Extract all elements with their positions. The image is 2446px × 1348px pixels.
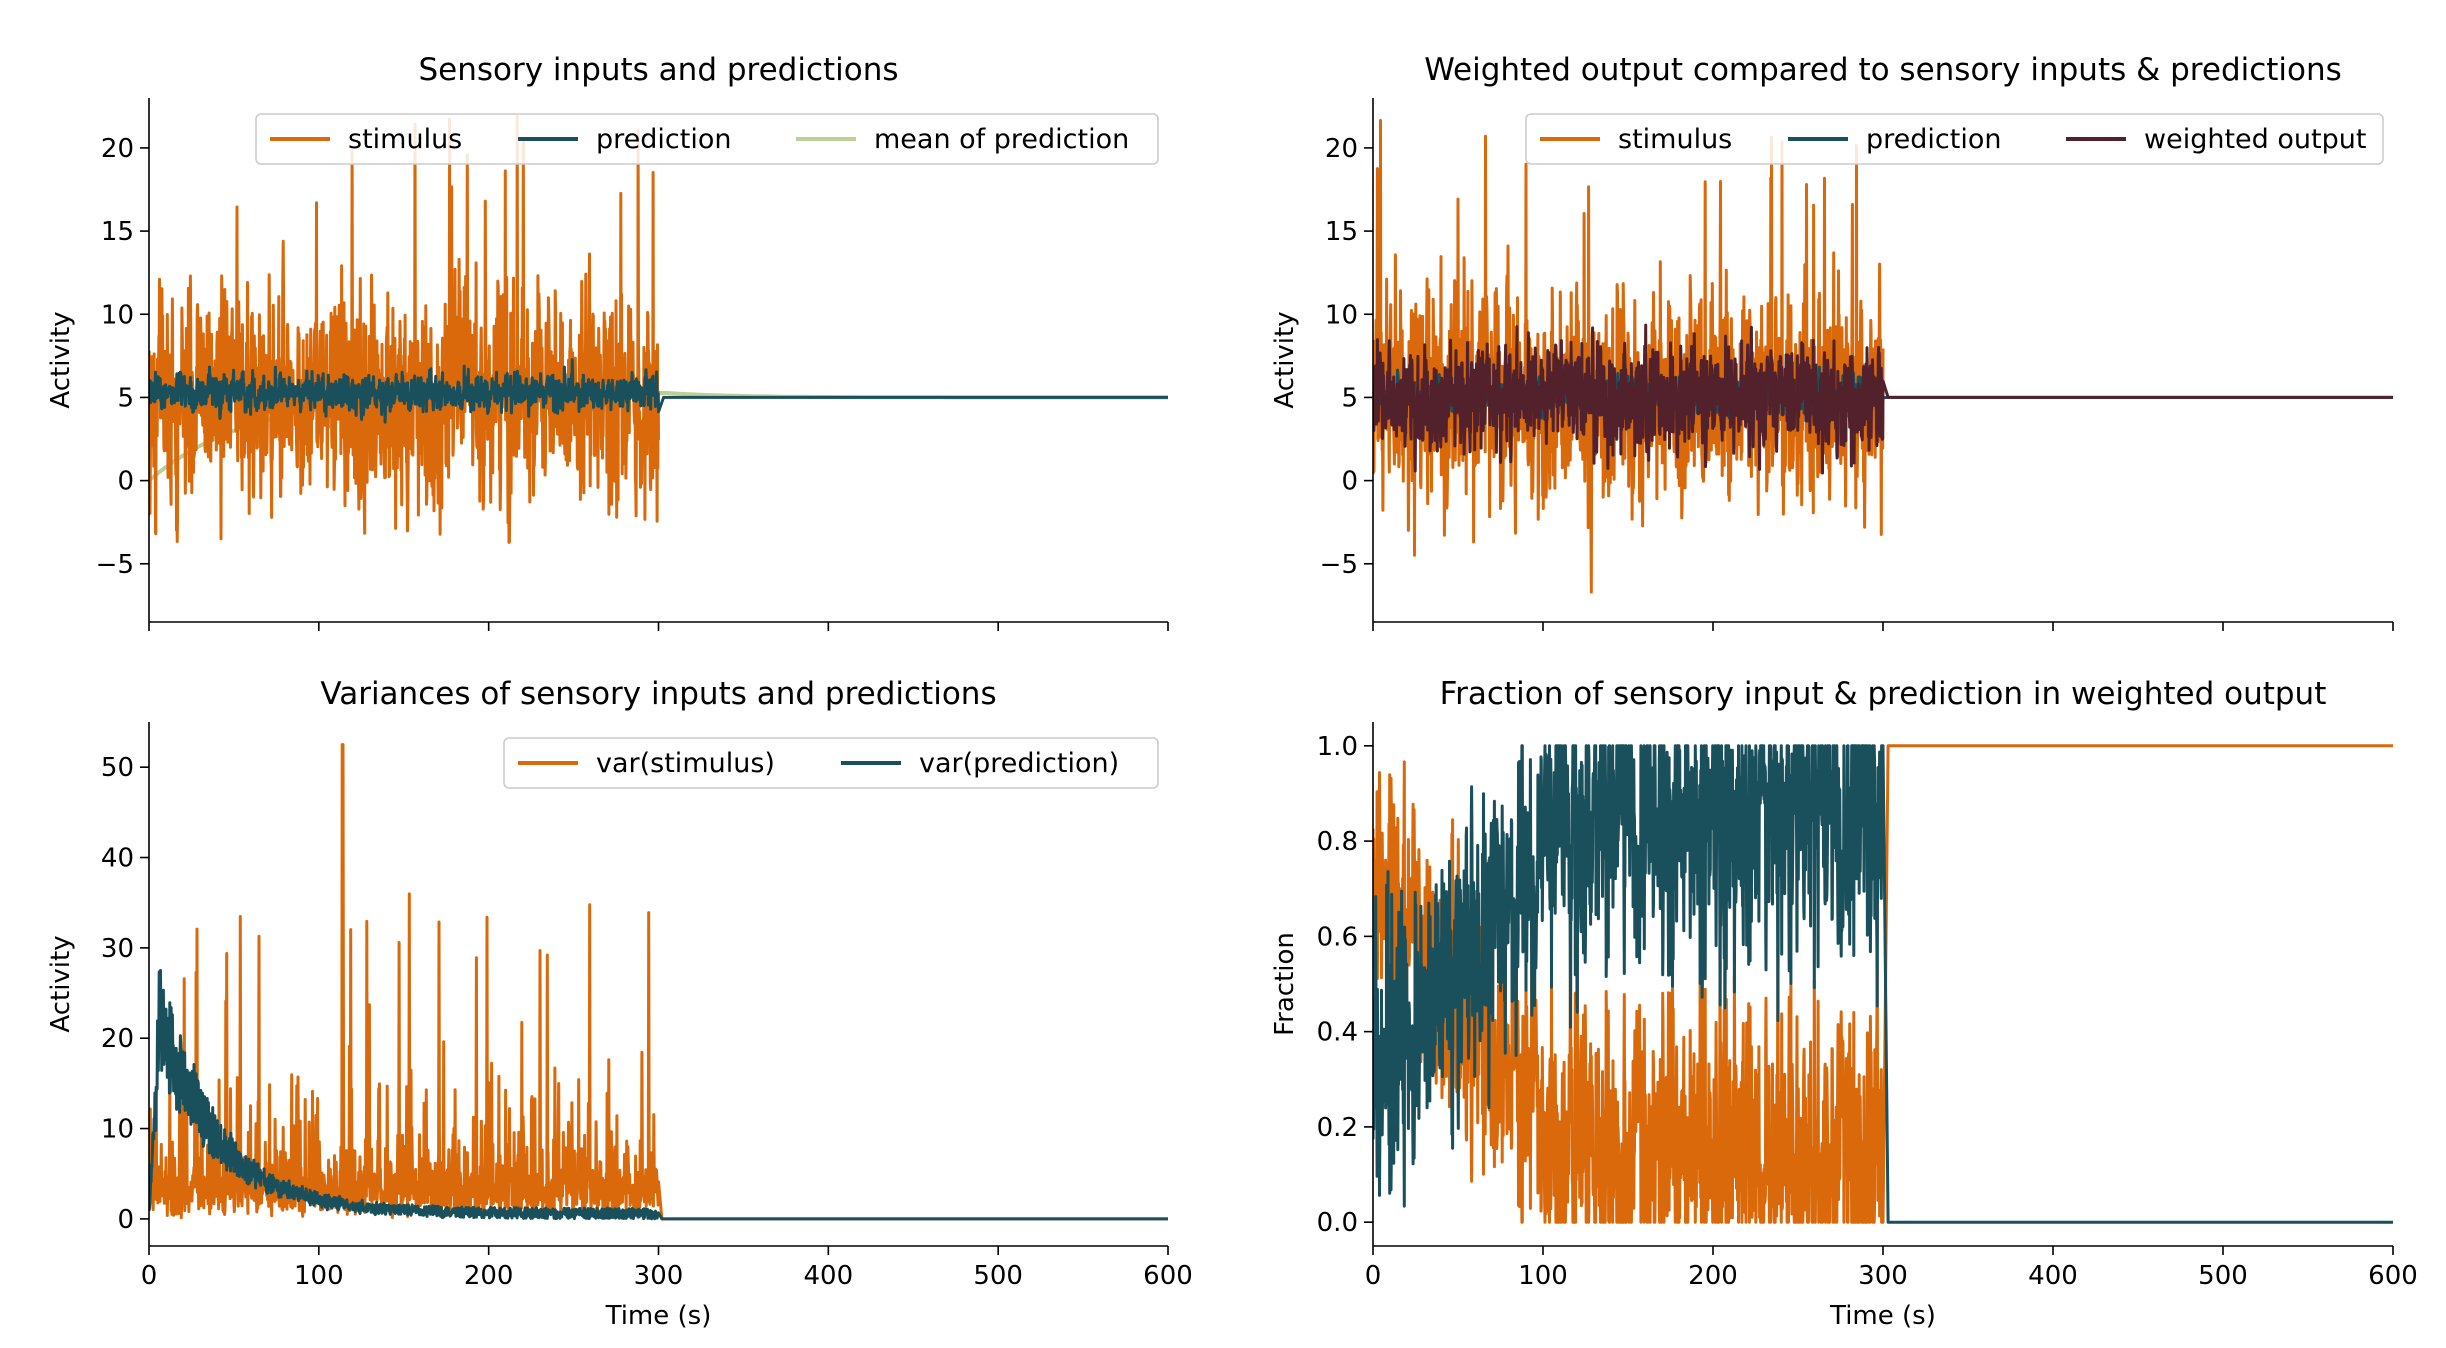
y-tick-label: −5 — [96, 550, 134, 580]
x-axis-label: Time (s) — [1829, 1301, 1936, 1331]
x-tick-label: 500 — [973, 1261, 1023, 1291]
legend-label: var(stimulus) — [596, 748, 775, 779]
series-line-stimulus — [149, 114, 660, 544]
series-line-stimulus — [1373, 744, 2393, 1224]
legend-label: prediction — [1866, 124, 2001, 155]
x-tick-label: 300 — [1858, 1261, 1908, 1291]
legend-item-weighted_output: weighted output — [2066, 124, 2366, 155]
plot-area — [149, 743, 1168, 1221]
x-tick-label: 500 — [2198, 1261, 2248, 1291]
legend: stimulus prediction weighted output — [1525, 113, 2384, 165]
plot-area — [1373, 119, 2393, 594]
chart-title: Weighted output compared to sensory inpu… — [1424, 52, 2342, 88]
x-tick-label: 400 — [2028, 1261, 2078, 1291]
y-tick-label: 0.8 — [1317, 827, 1358, 857]
legend: var(stimulus) var(prediction) — [503, 737, 1159, 789]
y-tick-label: 30 — [101, 934, 134, 964]
y-axis-label: Activity — [1270, 311, 1300, 408]
y-tick-label: 5 — [117, 383, 134, 413]
legend-label: var(prediction) — [919, 748, 1119, 779]
series-line-prediction — [149, 358, 1168, 424]
y-tick-label: 50 — [101, 753, 134, 783]
y-tick-label: 20 — [1325, 134, 1358, 164]
x-tick-label: 100 — [294, 1261, 344, 1291]
x-tick-label: 200 — [464, 1261, 514, 1291]
y-tick-label: 0.6 — [1317, 922, 1358, 952]
y-tick-label: 20 — [101, 1024, 134, 1054]
series-line-stimulus — [1373, 119, 1885, 594]
x-tick-label: 100 — [1518, 1261, 1568, 1291]
legend-label: mean of prediction — [874, 124, 1129, 155]
legend: stimulus prediction mean of prediction — [255, 113, 1159, 165]
series-line-prediction — [149, 969, 1168, 1221]
y-tick-label: 15 — [1325, 217, 1358, 247]
x-tick-label: 0 — [1365, 1261, 1382, 1291]
legend-item-prediction: prediction — [1788, 124, 2001, 155]
series-line-weighted_output — [1373, 323, 2393, 475]
y-axis-label: Activity — [46, 935, 76, 1032]
x-tick-label: 600 — [1143, 1261, 1193, 1291]
legend-label: weighted output — [2144, 124, 2366, 155]
x-tick-label: 300 — [634, 1261, 684, 1291]
chart-title: Variances of sensory inputs and predicti… — [320, 676, 996, 712]
y-tick-label: 10 — [101, 1115, 134, 1145]
y-axis-label: Activity — [46, 311, 76, 408]
series-line-prediction — [1373, 744, 2393, 1224]
legend-item-prediction: var(prediction) — [841, 748, 1119, 779]
legend-frame — [255, 113, 1159, 165]
legend-item-mean_of_prediction: mean of prediction — [796, 124, 1129, 155]
y-tick-label: 10 — [101, 300, 134, 330]
y-tick-label: 15 — [101, 217, 134, 247]
x-tick-label: 600 — [2368, 1261, 2418, 1291]
y-tick-label: 20 — [101, 134, 134, 164]
y-tick-label: −5 — [1320, 550, 1358, 580]
legend-item-stimulus: stimulus — [1540, 124, 1732, 155]
chart-title: Fraction of sensory input & prediction i… — [1440, 676, 2327, 712]
y-tick-label: 0 — [117, 1205, 134, 1235]
x-tick-label: 200 — [1688, 1261, 1738, 1291]
y-tick-label: 40 — [101, 844, 134, 874]
legend-item-stimulus: stimulus — [270, 124, 462, 155]
y-tick-label: 0.4 — [1317, 1018, 1358, 1048]
y-tick-label: 0 — [1341, 467, 1358, 497]
chart-bottom-right: Fraction of sensory input & prediction i… — [1270, 676, 2418, 1331]
y-tick-label: 5 — [1341, 383, 1358, 413]
legend-item-stimulus: var(stimulus) — [518, 748, 775, 779]
legend-label: stimulus — [1618, 124, 1732, 155]
legend-label: stimulus — [348, 124, 462, 155]
series-line-stimulus — [149, 743, 1168, 1221]
x-tick-label: 400 — [804, 1261, 854, 1291]
legend-item-prediction: prediction — [518, 124, 731, 155]
legend-frame — [503, 737, 1159, 789]
chart-bottom-left: Variances of sensory inputs and predicti… — [46, 676, 1193, 1331]
x-tick-label: 0 — [141, 1261, 158, 1291]
y-axis-label: Fraction — [1270, 932, 1300, 1036]
y-tick-label: 10 — [1325, 300, 1358, 330]
plot-area — [149, 114, 1168, 544]
plot-area — [1373, 744, 2393, 1224]
y-tick-label: 1.0 — [1317, 732, 1358, 762]
x-axis-label: Time (s) — [605, 1301, 712, 1331]
y-tick-label: 0.0 — [1317, 1208, 1358, 1238]
chart-top-left: Sensory inputs and predictions −5 0 5 10 15 20… — [46, 52, 1169, 631]
legend-label: prediction — [596, 124, 731, 155]
chart-title: Sensory inputs and predictions — [418, 52, 898, 88]
y-tick-label: 0 — [117, 467, 134, 497]
legend-frame — [1525, 113, 2384, 165]
chart-top-right: Weighted output compared to sensory inpu… — [1270, 52, 2394, 631]
y-tick-label: 0.2 — [1317, 1113, 1358, 1143]
